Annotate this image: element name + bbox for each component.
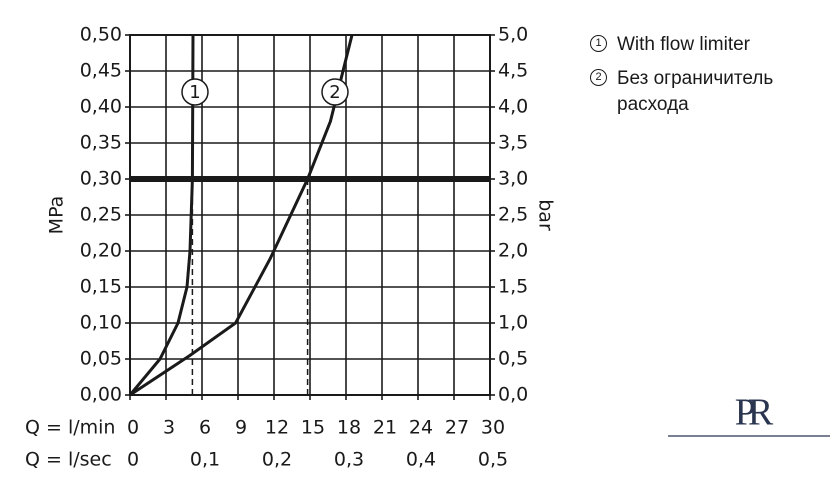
x-tick-label: 6 (199, 417, 211, 439)
x-tick-label: 30 (481, 417, 505, 439)
y2-tick-label: 1,5 (498, 276, 528, 298)
x-tick-label: 0 (127, 417, 139, 439)
legend-entry: 1 With flow limiter (590, 32, 830, 58)
x-tick-label: 3 (163, 417, 175, 439)
y2-tick-label: 0,0 (498, 384, 528, 406)
plot-frame (129, 34, 491, 396)
curve-tag: 1 (189, 82, 200, 103)
y2-tick-label: 5,0 (498, 24, 528, 46)
y-tick-label: 0,40 (80, 96, 122, 118)
legend-label: Без ограничитель расхода (617, 68, 774, 115)
x2-tick-label: 0,4 (406, 449, 436, 471)
x2-tick-label: 0,1 (190, 449, 220, 471)
x2-tick-label: 0 (127, 449, 139, 471)
y-tick-label: 0,00 (80, 384, 122, 406)
logo: PR (735, 392, 774, 434)
y2-tick-label: 4,0 (498, 96, 528, 118)
curve-tag-circle (321, 78, 349, 106)
x2-axis-label: Q = l/sec (25, 449, 112, 471)
y-tick-label: 0,30 (80, 168, 122, 190)
x-axis-label: Q = l/min (25, 417, 115, 439)
x-tick-label: 18 (337, 417, 361, 439)
y2-axis-label: bar (535, 199, 557, 231)
legend-entry: 2 Без ограничитель расхода (590, 66, 830, 118)
y2-tick-label: 3,0 (498, 168, 528, 190)
x-tick-label: 21 (373, 417, 397, 439)
y-tick-label: 0,25 (80, 204, 122, 226)
x-tick-label: 27 (445, 417, 469, 439)
flow-curve (129, 34, 354, 397)
y-axis-label: MPa (46, 196, 68, 235)
y-tick-label: 0,35 (80, 132, 122, 154)
x-tick-label: 24 (409, 417, 433, 439)
legend-marker: 1 (590, 35, 607, 52)
y2-tick-label: 2,0 (498, 240, 528, 262)
y-tick-label: 0,20 (80, 240, 122, 262)
y2-tick-label: 3,5 (498, 132, 528, 154)
legend-marker: 2 (590, 69, 607, 86)
curve-tag-circle (181, 78, 209, 106)
y2-tick-label: 0,5 (498, 348, 528, 370)
x2-tick-label: 0,2 (262, 449, 292, 471)
x-tick-label: 15 (301, 417, 325, 439)
y-tick-label: 0,50 (80, 24, 122, 46)
x2-tick-label: 0,5 (478, 449, 508, 471)
legend-label: With flow limiter (617, 34, 751, 55)
y-tick-label: 0,15 (80, 276, 122, 298)
x-tick-label: 9 (235, 417, 247, 439)
y-tick-label: 0,45 (80, 60, 122, 82)
x2-tick-label: 0,3 (334, 449, 364, 471)
y-tick-label: 0,10 (80, 312, 122, 334)
curve-tag: 2 (329, 82, 340, 103)
y2-tick-label: 2,5 (498, 204, 528, 226)
y-tick-label: 0,05 (80, 348, 122, 370)
y2-tick-label: 1,0 (498, 312, 528, 334)
legend: 1 With flow limiter 2 Без ограничитель расх… (590, 32, 830, 126)
flow-curve (128, 34, 195, 396)
x-tick-label: 12 (265, 417, 289, 439)
y2-tick-label: 4,5 (498, 60, 528, 82)
